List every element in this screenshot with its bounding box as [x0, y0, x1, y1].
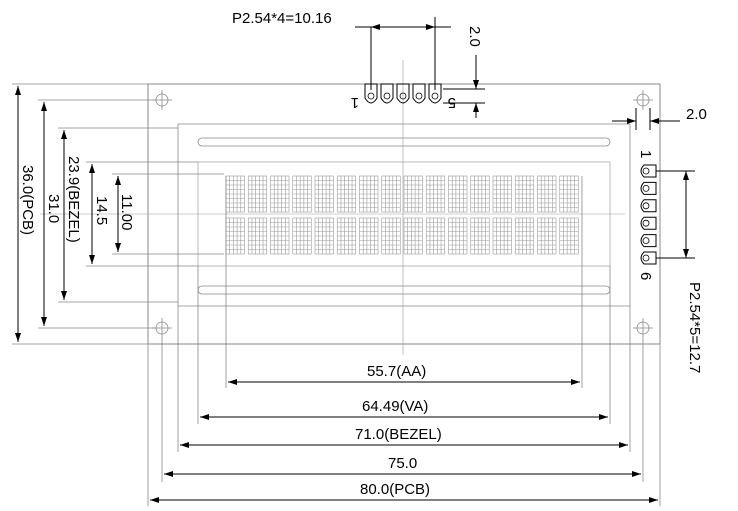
- char-cell: [292, 175, 312, 213]
- label-dim-2-top: 2.0: [466, 26, 483, 47]
- char-cell: [314, 175, 334, 213]
- mounting-hole-tr: [633, 90, 653, 110]
- char-cell: [225, 217, 245, 255]
- character-grid: [225, 175, 579, 255]
- right-pin: [640, 181, 657, 195]
- label-pin-6-right: 6: [637, 272, 654, 280]
- label-dim-2-right: 2.0: [686, 106, 707, 123]
- top-connector-pins: [364, 83, 442, 104]
- dim-right-2: 2.0: [612, 106, 707, 130]
- char-cell: [359, 217, 379, 255]
- dim-h-14-5: 14.5: [86, 161, 198, 267]
- label-w-aa: 55.7(AA): [367, 363, 426, 380]
- dim-w-bezel: 71.0(BEZEL): [177, 306, 631, 452]
- label-pin-1-right: 1: [637, 150, 654, 158]
- char-cell: [537, 217, 557, 255]
- dim-h-31: 31.0: [38, 99, 156, 329]
- label-pin-5-top: 5: [448, 94, 456, 111]
- top-pin: [380, 83, 394, 104]
- label-w-75: 75.0: [388, 455, 417, 472]
- char-cell: [359, 175, 379, 213]
- label-pin-1-top: 1: [351, 94, 359, 111]
- bezel-frame: [177, 123, 631, 307]
- char-cell: [314, 217, 334, 255]
- char-cell: [403, 175, 423, 213]
- dim-top-2: 2.0: [443, 26, 485, 118]
- dim-w-aa: 55.7(AA): [225, 176, 583, 388]
- char-cell: [270, 175, 290, 213]
- dim-w-75: 75.0: [161, 338, 644, 482]
- dim-w-pcb: 80.0(PCB): [147, 344, 661, 506]
- label-w-va: 64.49(VA): [362, 398, 428, 415]
- char-cell: [381, 175, 401, 213]
- label-pitch-top: P2.54*4=10.16: [232, 10, 332, 27]
- char-cell: [225, 175, 245, 213]
- right-pin: [640, 216, 657, 230]
- char-cell: [537, 175, 557, 213]
- label-pitch-right: P2.54*5=12.7: [686, 282, 703, 373]
- dim-h-bezel: 23.9(BEZEL): [58, 127, 178, 303]
- right-pin: [640, 164, 657, 178]
- char-cell: [514, 175, 535, 213]
- char-cell: [247, 217, 268, 255]
- top-pin: [396, 83, 410, 104]
- char-cell: [492, 175, 512, 213]
- char-cell: [270, 217, 290, 255]
- char-cell: [448, 175, 468, 213]
- char-cell: [247, 175, 268, 213]
- top-pin: [412, 83, 426, 104]
- right-connector-pins: [640, 164, 657, 265]
- char-cell: [492, 217, 512, 255]
- char-cell: [470, 217, 490, 255]
- char-cell: [514, 217, 535, 255]
- char-cell: [403, 217, 423, 255]
- char-cell: [559, 175, 579, 213]
- dim-right-pitch: P2.54*5=12.7: [656, 170, 703, 373]
- top-pin: [428, 83, 442, 104]
- mounting-hole-br: [633, 318, 653, 338]
- dim-h-11: 11.00: [112, 173, 224, 255]
- char-cell: [559, 217, 579, 255]
- right-pin: [640, 234, 657, 248]
- char-cell: [292, 217, 312, 255]
- label-h-bezel: 23.9(BEZEL): [65, 156, 82, 243]
- dim-w-va: 64.49(VA): [197, 266, 611, 424]
- char-cell: [470, 175, 490, 213]
- top-pin: [364, 83, 378, 104]
- char-cell: [425, 217, 446, 255]
- right-pin: [640, 251, 657, 265]
- char-cell: [336, 217, 357, 255]
- label-h-11: 11.00: [118, 194, 135, 230]
- label-w-bezel: 71.0(BEZEL): [355, 426, 442, 443]
- char-cell: [336, 175, 357, 213]
- dim-h-pcb: 36.0(PCB): [12, 83, 148, 345]
- label-h-14-5: 14.5: [93, 196, 110, 225]
- label-h-pcb: 36.0(PCB): [19, 165, 36, 235]
- char-cell: [425, 175, 446, 213]
- dim-top-pitch: P2.54*4=10.16: [232, 10, 451, 90]
- right-pin: [640, 199, 657, 213]
- label-w-pcb: 80.0(PCB): [360, 481, 430, 498]
- char-cell: [381, 217, 401, 255]
- label-h-31: 31.0: [45, 194, 62, 223]
- char-cell: [448, 217, 468, 255]
